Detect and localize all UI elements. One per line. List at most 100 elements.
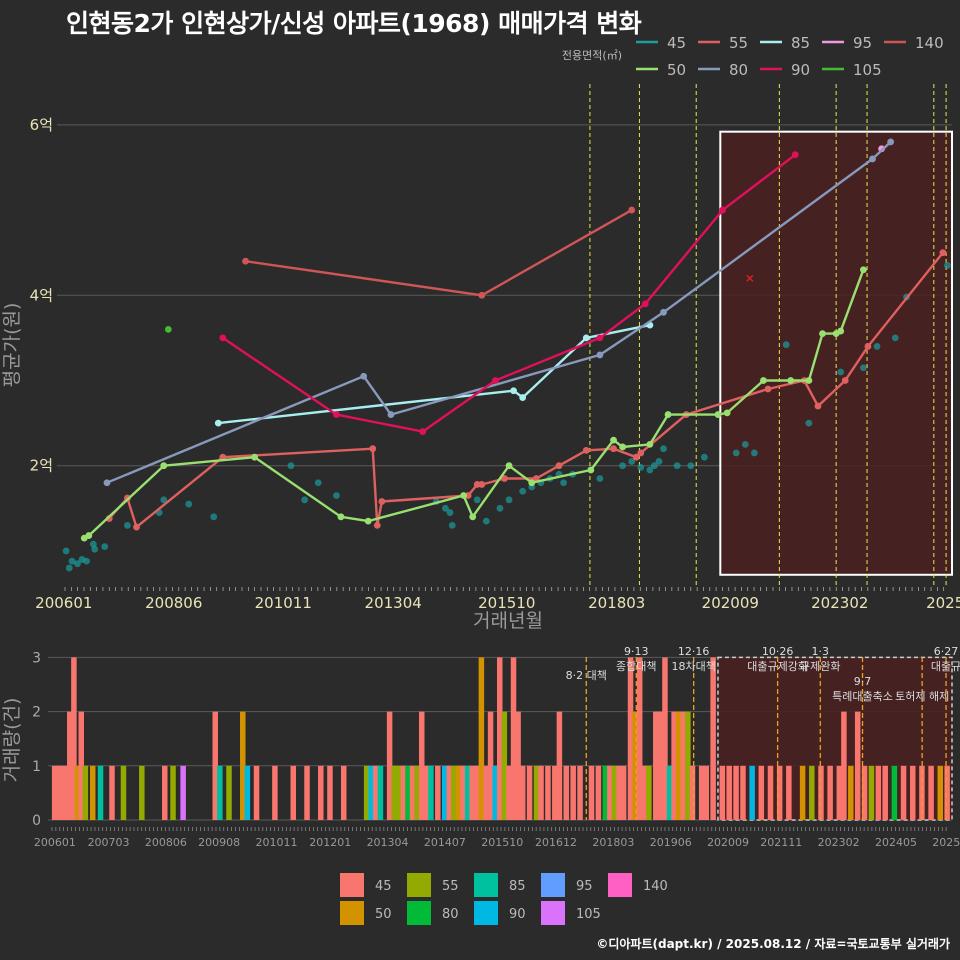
volume-bar-45: [418, 711, 425, 820]
volume-bar-45: [588, 765, 595, 820]
volume-bar-45: [538, 765, 544, 820]
volume-bar-55: [685, 711, 691, 820]
legend-label-55: 55: [729, 34, 748, 52]
x-tick-label: 201011: [255, 594, 312, 612]
data-point-50: [760, 377, 767, 384]
volume-bar-45: [545, 765, 551, 820]
policy-label: 9·7: [854, 675, 872, 688]
data-point-45: [619, 462, 627, 470]
series-line-50: [83, 269, 865, 540]
data-point-140: [242, 257, 249, 265]
data-point-90: [419, 428, 427, 436]
data-point-55: [373, 521, 381, 529]
volume-bar-45: [304, 765, 310, 820]
data-point-45: [700, 453, 708, 461]
volume-bar-45: [51, 765, 58, 820]
legend-label-80: 80: [729, 61, 748, 79]
volume-bar-45: [212, 711, 218, 820]
data-point-85: [214, 419, 222, 427]
volume-bar-45: [272, 765, 278, 820]
data-point-55: [632, 453, 640, 461]
data-point-50: [723, 409, 731, 417]
volume-bar-45: [474, 765, 480, 820]
data-point-90: [719, 206, 726, 214]
y-tick-label: 3: [32, 650, 41, 666]
policy-label: 8·2 대책: [566, 669, 607, 682]
volume-bar-45: [909, 765, 916, 820]
data-point-55: [478, 481, 486, 488]
legend-label-50: 50: [375, 907, 392, 922]
data-point-50: [337, 513, 345, 521]
data-point-90: [492, 377, 499, 384]
data-point-55: [841, 377, 849, 384]
volume-bar-50: [455, 765, 462, 820]
data-point-45: [782, 341, 790, 349]
x-tick-label: 200908: [198, 836, 240, 849]
data-point-45: [750, 449, 758, 457]
data-point-55: [501, 475, 508, 482]
data-point-45: [482, 517, 490, 525]
volume-bar-45: [703, 765, 709, 820]
x-tick-label: 200601: [35, 594, 92, 612]
x-tick-label: 202302: [818, 836, 860, 849]
volume-bar-55: [391, 765, 397, 820]
data-point-45: [637, 464, 645, 471]
volume-bar-45: [900, 765, 907, 820]
data-point-45: [837, 368, 845, 376]
data-point-45: [74, 560, 81, 568]
data-point-80: [387, 411, 395, 418]
volume-bar-45: [373, 765, 379, 820]
volume-bar-45: [827, 765, 833, 820]
legend-label-85: 85: [509, 879, 526, 894]
volume-bar-55: [120, 765, 127, 820]
legend-swatch-50: [340, 901, 364, 925]
volume-bar-45: [641, 765, 648, 820]
policy-label: 9·13: [624, 645, 649, 658]
volume-bar-45: [162, 765, 168, 820]
data-point-50: [646, 441, 654, 448]
x-tick-label: 202302: [811, 594, 868, 612]
data-point-45: [805, 419, 813, 427]
y-tick-label: 2: [32, 705, 41, 721]
volume-bar-45: [616, 765, 622, 820]
data-point-45: [646, 466, 654, 474]
volume-bar-45: [497, 657, 503, 820]
volume-bar-50: [478, 657, 485, 820]
data-point-80: [360, 372, 368, 380]
data-point-55: [369, 445, 377, 453]
legend-label-80: 80: [442, 907, 459, 922]
data-point-80: [103, 479, 111, 487]
data-point-90: [791, 151, 799, 159]
data-point-55: [378, 498, 386, 505]
data-point-50: [505, 462, 513, 470]
volume-bar-45: [636, 657, 643, 820]
data-point-90: [219, 334, 227, 342]
legend-label-140: 140: [915, 34, 944, 52]
volume-bar-45: [657, 711, 664, 820]
volume-bar-45: [556, 711, 563, 820]
data-point-45: [628, 458, 636, 465]
volume-bar-45: [882, 765, 888, 820]
volume-bar-45: [109, 765, 115, 820]
y-tick-label: 6억: [30, 116, 53, 134]
volume-bar-45: [758, 765, 765, 820]
data-point-105: [164, 325, 172, 333]
volume-bar-45: [577, 765, 583, 820]
data-point-50: [860, 266, 867, 274]
data-point-50: [251, 453, 259, 461]
volume-bar-55: [868, 765, 875, 820]
data-point-55: [764, 385, 772, 393]
data-point-45: [560, 479, 567, 487]
volume-bar-45: [59, 765, 66, 820]
volume-bar-45: [71, 657, 77, 820]
volume-bar-45: [786, 765, 792, 820]
data-point-55: [814, 402, 822, 410]
volume-bar-85: [217, 765, 223, 820]
legend-swatch-55: [407, 873, 431, 897]
volume-bar-50: [937, 765, 944, 820]
x-tick-label: 201906: [650, 836, 692, 849]
volume-bar-45: [776, 765, 783, 820]
series-line-90: [222, 153, 797, 433]
data-point-45: [124, 521, 131, 529]
